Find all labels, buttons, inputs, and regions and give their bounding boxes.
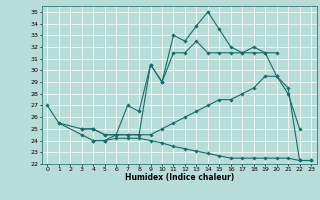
X-axis label: Humidex (Indice chaleur): Humidex (Indice chaleur) (124, 173, 234, 182)
